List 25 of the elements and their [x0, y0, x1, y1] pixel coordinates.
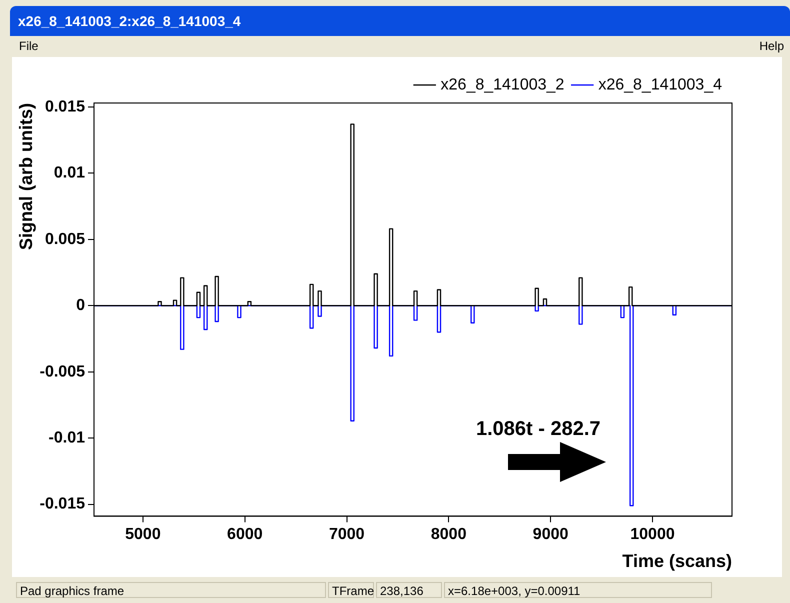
- text: File: [19, 39, 38, 53]
- legend-label: x26_8_141003_4: [598, 76, 722, 94]
- x-tick-label: 9000: [532, 526, 568, 544]
- y-tick-label: 0.015: [44, 98, 86, 116]
- x-tick-label: 7000: [328, 526, 365, 544]
- y-tick-label: 0.01: [54, 164, 86, 182]
- y-tick-label: 0: [76, 297, 86, 314]
- y-axis-title: Signal (arb units): [16, 103, 36, 250]
- y-tick-label: -0.005: [40, 363, 86, 380]
- x-tick-label: 5000: [125, 526, 161, 544]
- text: Pad graphics frame: [16, 582, 326, 598]
- y-tick-label: -0.01: [48, 429, 86, 446]
- x-tick-label: 10000: [630, 526, 675, 544]
- legend-label: x26_8_141003_2: [440, 76, 564, 94]
- y-tick-label: -0.015: [40, 496, 86, 513]
- text: x=6.18e+003, y=0.00911: [444, 582, 712, 598]
- text: TFrame: [328, 582, 374, 598]
- annotation: 1.086t - 282.7: [476, 418, 601, 441]
- chart-title: x26_8_141003_2:x26_8_141003_4: [18, 13, 241, 29]
- text: 238,136: [376, 582, 442, 598]
- x-tick-label: 6000: [227, 526, 263, 544]
- x-tick-label: 8000: [430, 526, 467, 544]
- y-tick-label: 0.005: [44, 230, 86, 248]
- text: Help: [759, 39, 784, 53]
- x-axis-title: Time (scans): [622, 551, 732, 572]
